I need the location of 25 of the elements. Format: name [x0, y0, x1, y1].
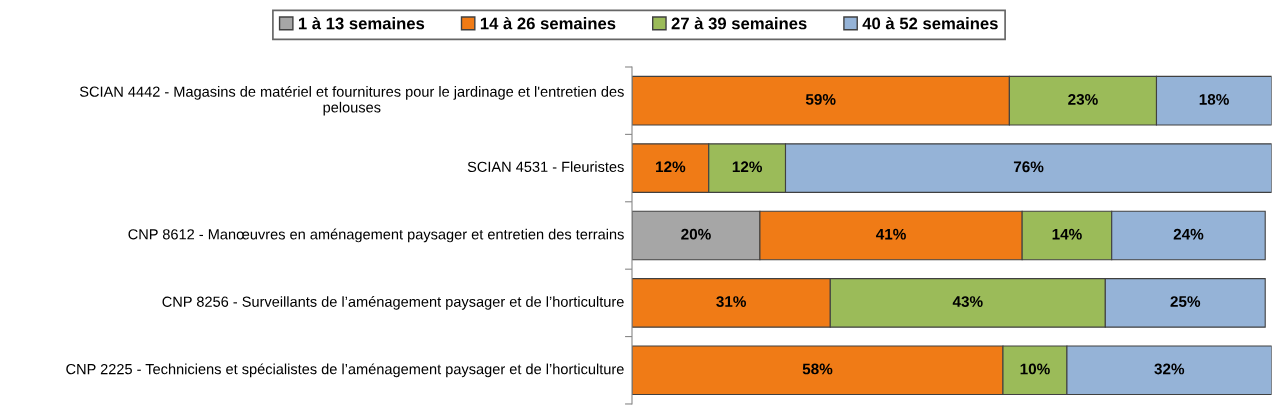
data-label: 12% [732, 161, 763, 173]
data-label: 58% [802, 363, 833, 375]
data-label: 41% [875, 228, 906, 240]
data-label: 43% [952, 296, 983, 307]
y-tick-label: CNP 2225 - Techniciens et spécialistes de l’aménagement paysager et de l’horticulture [66, 363, 624, 378]
data-label: 20% [681, 228, 711, 240]
data-label: 25% [1170, 296, 1201, 307]
data-label: 31% [716, 296, 747, 307]
legend-label: 27 à 39 semaines [671, 16, 807, 30]
data-label: 24% [1173, 228, 1204, 240]
legend-label: 14 à 26 semaines [480, 16, 616, 30]
y-tick-label: CNP 8612 - Manœuvres en aménagement paysager et entretien des terrains [128, 228, 624, 243]
legend-label: 40 à 52 semaines [862, 16, 998, 30]
data-label: 23% [1068, 93, 1098, 105]
legend-label: 1 à 13 semaines [298, 16, 425, 30]
y-tick-label: SCIAN 4442 - Magasins de matériel et fournitures pour le jardinage et l'entretien des pelouses [79, 85, 624, 116]
data-label: 59% [805, 93, 836, 105]
data-label: 14% [1052, 228, 1082, 240]
data-label: 76% [1013, 161, 1044, 173]
data-label: 18% [1199, 93, 1229, 105]
data-label: 10% [1020, 363, 1050, 375]
data-label: 32% [1154, 363, 1185, 375]
y-tick-label: CNP 8256 - Surveillants de l’aménagement paysager et de l’horticulture [162, 295, 624, 310]
data-label: 12% [656, 161, 686, 173]
y-tick-label: SCIAN 4531 - Fleuristes [467, 161, 624, 172]
